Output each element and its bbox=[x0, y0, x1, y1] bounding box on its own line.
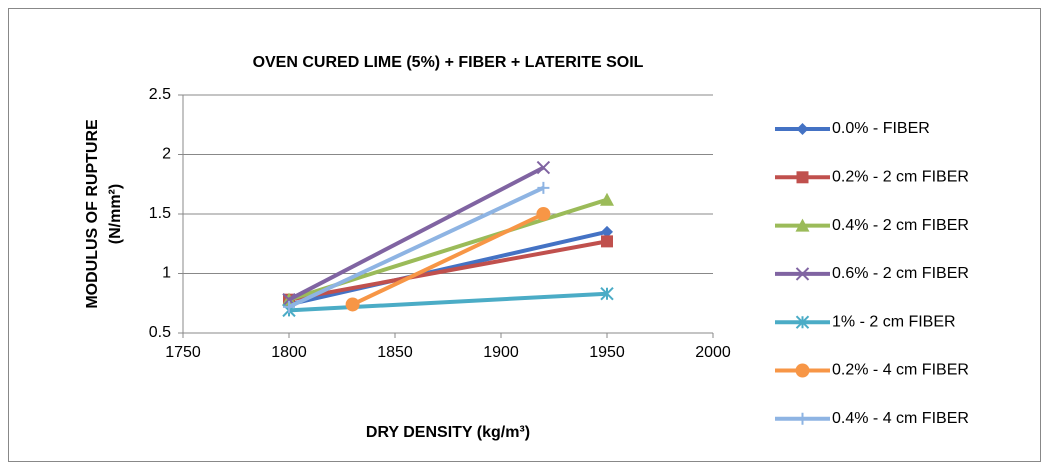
series-line bbox=[288, 291, 608, 313]
y-tick-label: 2.5 bbox=[149, 86, 171, 103]
marker bbox=[795, 315, 810, 329]
chart-title: OVEN CURED LIME (5%) + FIBER + LATERITE … bbox=[253, 54, 644, 71]
legend-label: 0.0% - FIBER bbox=[832, 120, 930, 137]
legend-label: 0.6% - 2 cm FIBER bbox=[832, 265, 969, 282]
marker bbox=[796, 171, 809, 184]
marker bbox=[796, 412, 809, 425]
marker bbox=[601, 235, 613, 248]
series-line bbox=[288, 239, 608, 302]
x-tick-label: 1750 bbox=[165, 344, 201, 361]
series-line bbox=[288, 229, 608, 307]
y-axis-label: (N/mm²) bbox=[107, 184, 124, 244]
legend-label: 1% - 2 cm FIBER bbox=[832, 313, 956, 330]
y-tick-label: 1 bbox=[162, 265, 171, 282]
x-tick-label: 1950 bbox=[589, 344, 625, 361]
x-tick-label: 1800 bbox=[271, 344, 307, 361]
y-tick-label: 1.5 bbox=[149, 205, 171, 222]
chart-border bbox=[8, 8, 1041, 462]
x-tick-label: 2000 bbox=[695, 344, 731, 361]
x-axis-label: DRY DENSITY (kg/m³) bbox=[366, 424, 530, 441]
marker bbox=[600, 192, 614, 206]
marker bbox=[600, 287, 614, 301]
marker bbox=[795, 363, 810, 378]
marker bbox=[345, 297, 360, 312]
legend-label: 0.2% - 4 cm FIBER bbox=[832, 362, 969, 379]
marker bbox=[283, 300, 295, 313]
series-line bbox=[288, 186, 545, 309]
y-tick-label: 0.5 bbox=[149, 324, 171, 341]
marker bbox=[537, 181, 550, 194]
marker bbox=[796, 123, 809, 135]
series-line bbox=[351, 212, 545, 307]
marker bbox=[601, 225, 613, 238]
marker bbox=[536, 160, 551, 175]
legend-label: 0.4% - 4 cm FIBER bbox=[832, 410, 969, 427]
legend-label: 0.2% - 2 cm FIBER bbox=[832, 169, 969, 186]
y-tick-label: 2 bbox=[162, 146, 171, 163]
x-tick-label: 1850 bbox=[377, 344, 413, 361]
marker bbox=[795, 218, 810, 232]
marker bbox=[795, 267, 810, 281]
y-axis-label: MODULUS OF RUPTURE bbox=[84, 119, 101, 309]
legend-label: 0.4% - 2 cm FIBER bbox=[832, 217, 969, 234]
marker bbox=[536, 207, 551, 221]
x-tick-label: 1900 bbox=[483, 344, 519, 361]
series-line bbox=[288, 165, 545, 302]
